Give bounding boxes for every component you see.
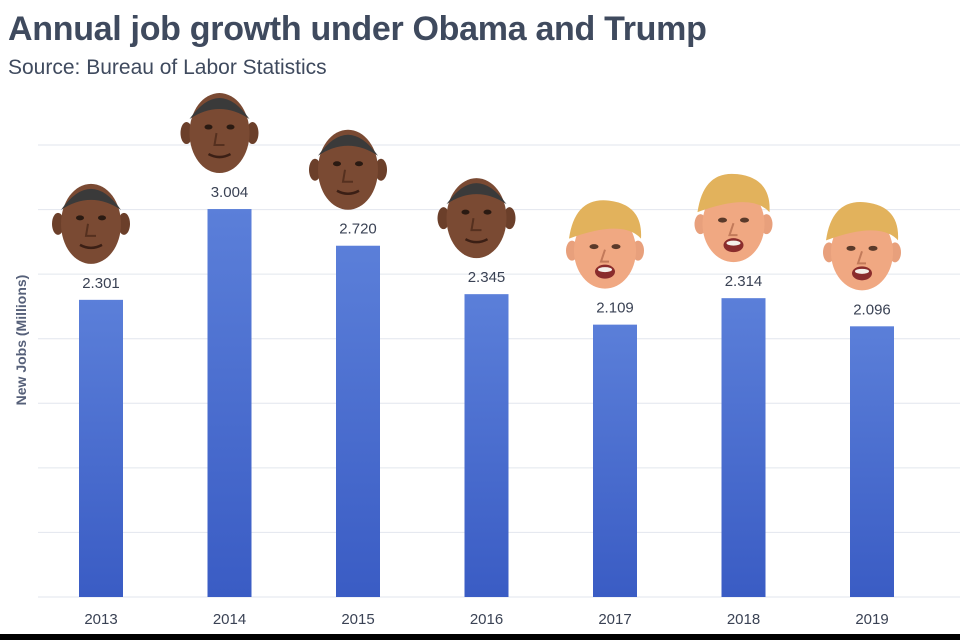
value-label-2013: 2.301 [82,275,120,292]
bars [79,209,894,597]
chart-subtitle: Source: Bureau of Labor Statistics [8,56,327,79]
bar-2017 [593,324,637,597]
bar-2019 [850,326,894,597]
trump-face-icon [694,173,773,263]
x-tick-2014: 2014 [213,611,246,628]
obama-face-icon [52,183,130,264]
bottom-border [0,634,960,640]
x-tick-labels: 2013 2014 2015 2016 2017 2018 2019 [84,611,888,628]
value-label-2015: 2.720 [339,221,377,238]
bar-2015 [336,245,380,597]
face-images [52,93,901,291]
x-tick-2017: 2017 [598,611,631,628]
x-tick-2015: 2015 [341,611,374,628]
trump-face-icon [823,201,901,291]
value-label-2017: 2.109 [596,300,634,317]
obama-face-icon [309,129,387,210]
x-tick-2018: 2018 [727,611,760,628]
chart-title: Annual job growth under Obama and Trump [8,10,707,48]
x-tick-2016: 2016 [470,611,503,628]
obama-face-icon [180,93,259,174]
value-label-2018: 2.314 [725,273,763,290]
x-tick-2013: 2013 [84,611,117,628]
trump-face-icon [566,200,644,289]
bar-2018 [721,298,766,597]
obama-face-icon [437,178,516,259]
value-label-2016: 2.345 [468,269,506,286]
bar-2014 [207,209,252,597]
y-axis-label: New Jobs (Millions) [13,275,29,406]
bar-2013 [79,299,123,597]
bar-2016 [464,294,509,597]
x-tick-2019: 2019 [855,611,888,628]
value-label-2014: 3.004 [211,184,249,201]
value-labels: 2.301 3.004 2.720 2.345 2.109 2.314 2.096 [82,184,891,318]
value-label-2019: 2.096 [853,301,891,318]
